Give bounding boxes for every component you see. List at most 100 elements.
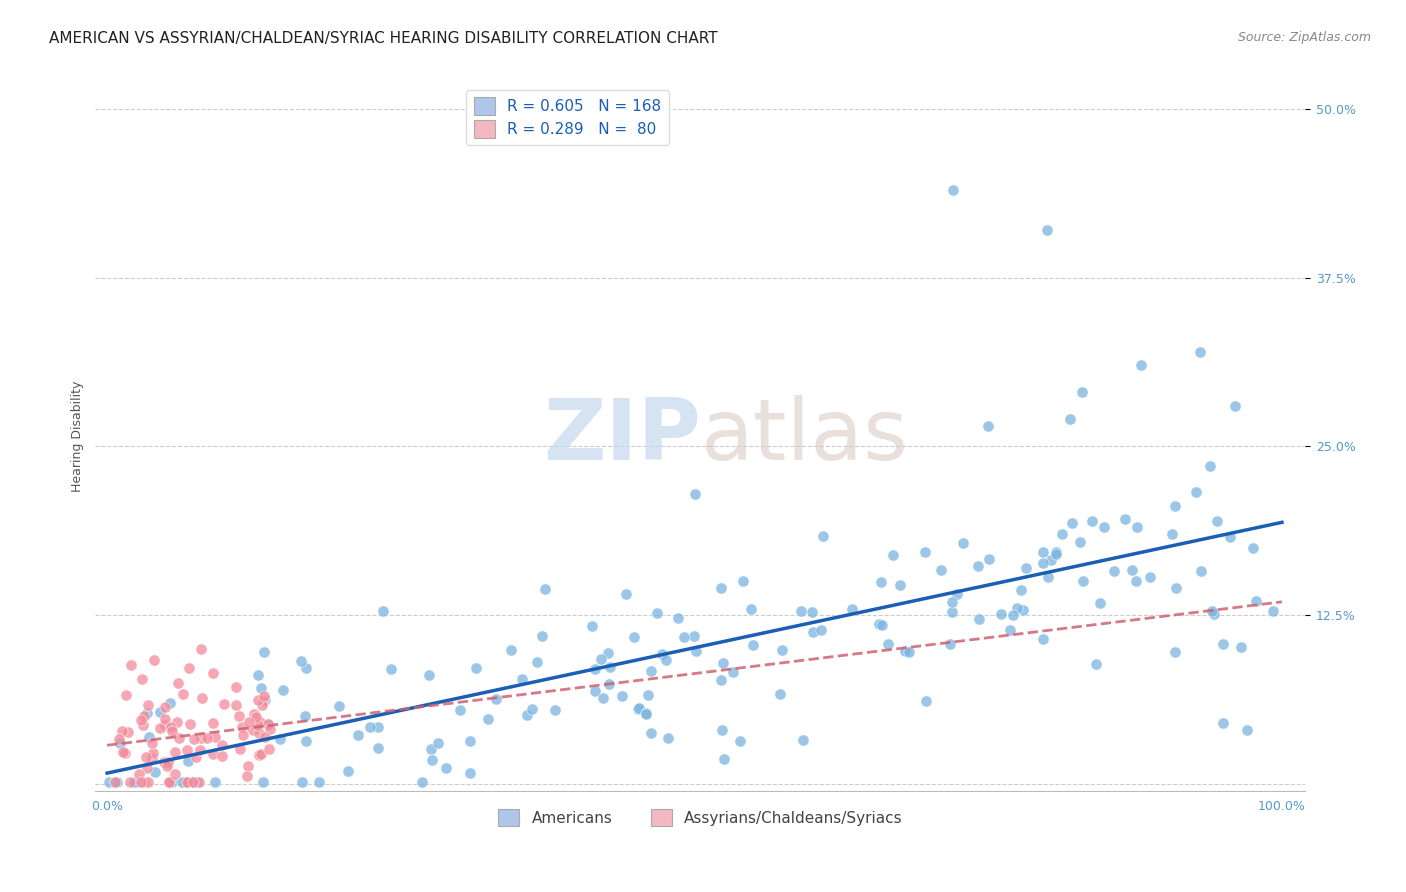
Point [477,712,499,726]
Point [941,605,963,619]
Point [135,749,157,764]
Point [1129,359,1152,373]
Text: atlas: atlas [700,395,908,478]
Point [640,664,662,678]
Point [1219,530,1241,544]
Point [238,714,260,729]
Point [418,668,440,682]
Point [179,661,201,675]
Point [655,653,678,667]
Point [228,709,250,723]
Point [792,732,814,747]
Point [249,715,271,730]
Point [1007,600,1029,615]
Point [1188,344,1211,359]
Point [420,741,443,756]
Point [195,731,218,746]
Point [1071,574,1094,589]
Point [1069,535,1091,549]
Point [589,652,612,666]
Point [1164,499,1187,513]
Point [711,657,734,671]
Point [112,745,135,759]
Point [870,575,893,590]
Point [257,742,280,756]
Point [651,648,673,662]
Point [328,698,350,713]
Point [1102,564,1125,578]
Point [187,775,209,789]
Point [157,756,180,770]
Point [1015,561,1038,575]
Point [1201,604,1223,618]
Point [132,718,155,732]
Point [458,766,481,780]
Point [614,587,637,601]
Point [789,604,811,618]
Point [914,694,936,708]
Point [942,183,965,197]
Point [253,690,276,704]
Point [202,716,225,731]
Point [634,706,657,721]
Text: ZIP: ZIP [543,395,700,478]
Text: Source: ZipAtlas.com: Source: ZipAtlas.com [1237,31,1371,45]
Point [1189,564,1212,578]
Point [1212,637,1234,651]
Point [269,732,291,747]
Point [1206,514,1229,528]
Point [129,775,152,789]
Point [628,701,651,715]
Point [167,731,190,745]
Point [132,708,155,723]
Point [526,655,548,669]
Point [1202,607,1225,622]
Point [243,707,266,722]
Point [138,730,160,744]
Point [612,690,634,704]
Point [1045,547,1067,561]
Point [411,775,433,789]
Point [252,694,274,708]
Point [380,663,402,677]
Point [1040,553,1063,567]
Point [235,769,257,783]
Point [367,721,389,735]
Point [898,645,921,659]
Point [1092,520,1115,534]
Point [166,675,188,690]
Point [1164,645,1187,659]
Point [336,764,359,778]
Point [162,775,184,789]
Point [160,723,183,738]
Point [1080,514,1102,528]
Point [1184,484,1206,499]
Point [250,681,273,696]
Point [294,709,316,723]
Point [153,700,176,714]
Point [1223,399,1246,413]
Point [114,746,136,760]
Point [449,703,471,717]
Point [295,734,318,748]
Point [176,775,198,789]
Point [1045,545,1067,559]
Point [250,747,273,761]
Point [1212,716,1234,731]
Point [672,630,695,644]
Point [246,693,269,707]
Point [801,624,824,639]
Point [516,708,538,723]
Point [742,638,765,652]
Point [1161,526,1184,541]
Point [1121,563,1143,577]
Point [666,611,689,625]
Point [598,677,620,691]
Point [733,574,755,588]
Point [143,653,166,667]
Point [946,586,969,600]
Point [254,693,277,707]
Point [640,726,662,740]
Point [188,743,211,757]
Point [740,601,762,615]
